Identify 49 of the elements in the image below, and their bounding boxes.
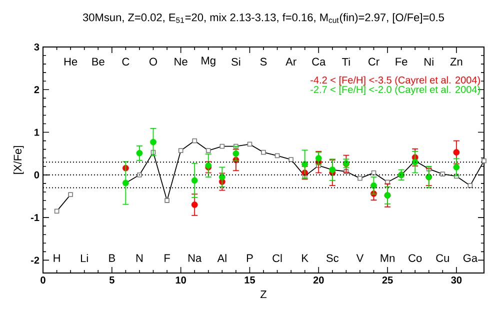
- annotation: H: [54, 254, 60, 262]
- annotation: N: [136, 254, 143, 262]
- x-tick-label: 30: [451, 276, 462, 284]
- annotation: S: [260, 58, 267, 66]
- x-tick-label: 25: [382, 276, 393, 284]
- y-tick-label: -1: [30, 214, 40, 221]
- annotation: Ca: [312, 58, 326, 66]
- y-tick-label: 0: [34, 171, 40, 178]
- x-axis-title: Z: [260, 290, 267, 298]
- annotation: Cl: [272, 254, 282, 262]
- y-axis-title: [X/Fe]: [13, 146, 24, 174]
- annotation: Fe: [396, 58, 408, 66]
- x-tick-label: 15: [244, 276, 256, 284]
- annotation: Ne: [174, 58, 188, 66]
- annotation: Mn: [380, 254, 394, 262]
- annotation: He: [64, 58, 78, 66]
- x-tick-label: 0: [40, 276, 46, 284]
- annotation: V: [356, 254, 364, 262]
- annotation: Ni: [424, 58, 434, 66]
- annotation: Zn: [450, 58, 462, 66]
- annotation: Al: [217, 254, 226, 262]
- y-tick-label: 1: [34, 128, 40, 136]
- annotation: Mg: [202, 56, 216, 67]
- annotation: Be: [92, 58, 104, 66]
- annotation: Ti: [342, 58, 350, 66]
- annotation: O: [149, 58, 158, 66]
- annotation: P: [246, 254, 253, 262]
- annotation: F: [164, 254, 170, 262]
- y-tick-label: 2: [34, 86, 40, 94]
- y-tick-label: -2: [30, 256, 40, 264]
- text: -4.2 < [Fe/H] <-3.5 (Cayrel et al. 2004): [310, 76, 480, 86]
- x-tick-label: 20: [313, 276, 324, 284]
- x-tick-label: 10: [176, 276, 186, 284]
- annotation: Si: [232, 58, 240, 66]
- annotation: Sc: [326, 254, 339, 262]
- annotation: Cr: [368, 58, 380, 66]
- annotation: Na: [188, 254, 202, 262]
- annotation: Co: [408, 254, 422, 262]
- chart-title: 30Msun, Z=0.02, E$_{51}$=20, mix 2.13-3.13, f=0.16, M$_{cut}$(fin)=2.97, [O/Fe]=0.5: [82, 13, 444, 24]
- text: -2.7 < [Fe/H] <-2.0 (Cayrel et al. 2004): [310, 86, 480, 96]
- annotation: K: [302, 254, 308, 262]
- x-tick-label: 5: [109, 276, 114, 284]
- annotation: Ar: [286, 58, 296, 66]
- annotation: Ga: [463, 254, 478, 262]
- annotation: C: [122, 58, 130, 66]
- annotation: Li: [80, 254, 88, 262]
- y-tick-label: 3: [34, 43, 40, 51]
- annotation: B: [109, 254, 116, 262]
- annotation: Cu: [436, 254, 449, 262]
